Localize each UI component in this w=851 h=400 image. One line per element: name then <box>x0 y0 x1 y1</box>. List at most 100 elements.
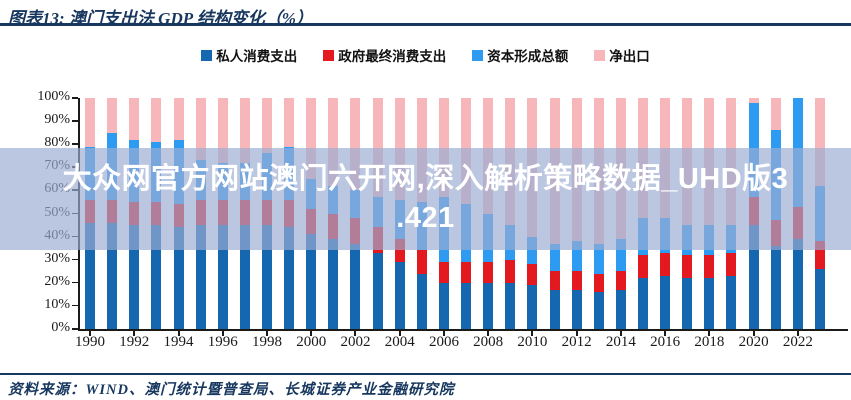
watermark-text-line1: 大众网官方网站澳门六开网,深入解析策略数据_UHD版3 <box>62 162 789 195</box>
legend-swatch-1 <box>201 49 213 61</box>
y-axis-label-100%: 100% <box>37 89 70 104</box>
bar-segment-2003 <box>372 98 383 198</box>
bar-segment-1996 <box>217 225 228 329</box>
x-axis-tick <box>619 331 622 336</box>
bar-segment-2016 <box>660 252 671 276</box>
bar-segment-1997 <box>239 225 250 329</box>
x-axis-tick <box>487 331 490 336</box>
x-axis-label-2022: 2022 <box>782 334 813 350</box>
y-axis-tick <box>72 120 78 122</box>
bar-segment-1995 <box>195 98 206 161</box>
x-axis-line <box>78 329 848 331</box>
bar-segment-1993 <box>151 98 162 142</box>
x-axis-label-2000: 2000 <box>296 334 327 350</box>
bar-segment-2006 <box>438 282 449 329</box>
bar-segment-2018 <box>704 278 715 329</box>
bar-segment-2009 <box>505 259 516 283</box>
y-axis-label-10%: 10% <box>44 296 70 312</box>
x-axis-tick <box>531 331 534 336</box>
bar-segment-1998 <box>262 98 272 154</box>
bar-segment-2006 <box>438 98 449 198</box>
x-axis-label-2018: 2018 <box>694 334 725 350</box>
x-axis-label-2010: 2010 <box>517 334 548 350</box>
bar-segment-2012 <box>571 271 582 290</box>
bar-segment-1992 <box>129 225 140 329</box>
bar-segment-2022 <box>792 238 803 329</box>
bar-segment-1999 <box>284 98 295 147</box>
bar-segment-2007 <box>461 282 472 329</box>
x-axis-label-1994: 1994 <box>163 334 194 350</box>
bar-segment-2004 <box>394 262 405 329</box>
x-axis-tick <box>266 331 268 336</box>
bar-segment-1998 <box>262 225 272 329</box>
y-axis-tick <box>72 258 78 261</box>
y-axis-tick <box>72 328 78 330</box>
bar-segment-2014 <box>615 289 626 329</box>
y-axis-label-0%: 0% <box>51 320 70 335</box>
watermark-banner: 大众网官方网站澳门六开网,深入解析策略数据_UHD版3 .421 <box>0 148 851 250</box>
bar-segment-2011 <box>549 271 560 290</box>
bar-segment-2012 <box>571 289 582 329</box>
bar-segment-2021 <box>770 245 781 329</box>
bar-segment-1990 <box>85 222 96 329</box>
legend-swatch-4 <box>594 49 606 61</box>
legend-label-1: 私人消费支出 <box>216 49 298 64</box>
x-axis-label-1990: 1990 <box>75 334 106 350</box>
x-axis-label-1992: 1992 <box>119 334 150 350</box>
bar-segment-2004 <box>394 238 405 263</box>
bar-segment-1993 <box>151 225 162 329</box>
bar-segment-1997 <box>239 98 250 163</box>
legend-item-3: 资本形成总额 <box>472 45 568 65</box>
bar-segment-2020 <box>748 225 759 329</box>
bar-segment-2008 <box>483 262 494 283</box>
bar-segment-2011 <box>549 243 560 272</box>
bar-segment-2005 <box>416 250 427 274</box>
bar-segment-2023 <box>814 268 825 329</box>
bar-segment-2023 <box>814 98 825 186</box>
x-axis-tick <box>398 331 401 336</box>
x-axis-label-2004: 2004 <box>384 334 415 350</box>
y-axis-tick <box>72 304 78 307</box>
bar-segment-1994 <box>173 98 184 140</box>
bar-segment-2014 <box>615 238 626 272</box>
x-axis-tick <box>221 331 224 336</box>
bar-segment-2010 <box>527 236 538 265</box>
legend-label-3: 资本形成总额 <box>487 49 569 64</box>
x-axis-label-1998: 1998 <box>252 334 282 350</box>
x-axis-tick <box>752 331 755 336</box>
source-note: 资料来源：WIND、澳门统计暨普查局、长城证券产业金融研究院 <box>8 382 455 398</box>
bar-segment-2013 <box>593 292 604 329</box>
bar-segment-1991 <box>107 98 118 133</box>
bar-segment-2001 <box>328 238 339 329</box>
bar-segment-2005 <box>416 273 427 329</box>
x-axis-tick <box>442 331 445 336</box>
bar-segment-1996 <box>217 98 228 163</box>
bar-segment-2019 <box>726 275 737 329</box>
x-axis-label-2016: 2016 <box>650 334 681 350</box>
bar-segment-2006 <box>438 262 449 283</box>
bar-segment-2000 <box>306 98 317 179</box>
bar-segment-2009 <box>505 282 516 329</box>
bar-segment-2011 <box>549 289 560 329</box>
bar-segment-2002 <box>350 243 361 329</box>
bar-segment-2007 <box>461 262 472 283</box>
x-axis-label-2012: 2012 <box>561 334 592 350</box>
bar-segment-2013 <box>593 273 604 293</box>
title-divider <box>0 23 851 26</box>
bar-segment-2017 <box>682 278 693 329</box>
watermark-text-line2: .421 <box>396 202 455 234</box>
legend-swatch-2 <box>323 49 335 61</box>
x-axis-tick <box>354 331 357 336</box>
bar-segment-2008 <box>483 282 494 329</box>
y-axis-label-30%: 30% <box>44 250 70 266</box>
x-axis-label-2002: 2002 <box>340 334 371 350</box>
y-axis-tick <box>72 281 78 284</box>
x-axis-tick <box>310 331 313 336</box>
bar-segment-2017 <box>682 255 693 279</box>
bar-segment-2019 <box>726 252 737 276</box>
x-axis-label-1996: 1996 <box>207 334 238 350</box>
chart-legend: 私人消费支出 政府最终消费支出 资本形成总额 净出口 <box>0 45 851 65</box>
x-axis-tick <box>133 331 136 336</box>
bar-segment-2015 <box>638 255 648 279</box>
x-axis-label-2020: 2020 <box>738 334 769 350</box>
